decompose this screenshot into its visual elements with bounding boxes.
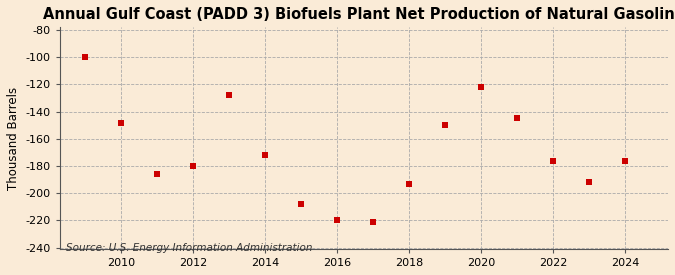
Point bbox=[547, 158, 558, 163]
Point bbox=[152, 172, 163, 176]
Point bbox=[188, 164, 198, 168]
Point bbox=[367, 220, 378, 224]
Point bbox=[404, 182, 414, 186]
Text: Source: U.S. Energy Information Administration: Source: U.S. Energy Information Administ… bbox=[66, 243, 313, 254]
Point bbox=[259, 153, 270, 157]
Title: Annual Gulf Coast (PADD 3) Biofuels Plant Net Production of Natural Gasoline: Annual Gulf Coast (PADD 3) Biofuels Plan… bbox=[43, 7, 675, 22]
Point bbox=[115, 120, 126, 125]
Point bbox=[331, 218, 342, 223]
Point bbox=[439, 123, 450, 127]
Point bbox=[223, 93, 234, 98]
Point bbox=[620, 158, 630, 163]
Point bbox=[583, 180, 594, 185]
Point bbox=[80, 55, 90, 59]
Point bbox=[475, 85, 486, 89]
Y-axis label: Thousand Barrels: Thousand Barrels bbox=[7, 87, 20, 190]
Point bbox=[296, 202, 306, 206]
Point bbox=[512, 116, 522, 121]
